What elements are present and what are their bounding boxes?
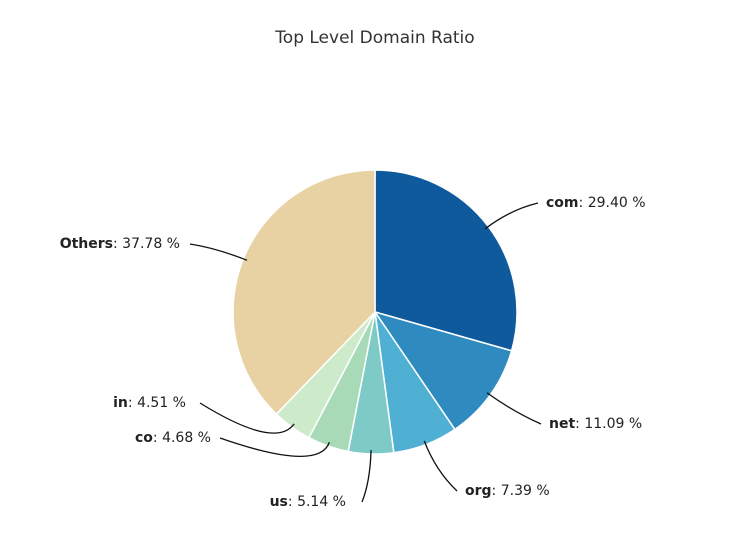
label-name: us: [270, 494, 288, 510]
leader-line: [486, 392, 542, 425]
label-name: Others: [60, 236, 113, 252]
chart-title: Top Level Domain Ratio: [274, 28, 474, 48]
label-separator: :: [288, 494, 297, 510]
slice-label: com: 29.40 %: [546, 195, 646, 211]
label-name: co: [135, 430, 153, 446]
label-value: 4.51 %: [137, 395, 186, 411]
label-value: 7.39 %: [501, 483, 550, 499]
label-value: 11.09 %: [584, 416, 642, 432]
label-value: 37.78 %: [122, 236, 180, 252]
leader-line: [423, 440, 458, 492]
label-separator: :: [575, 416, 584, 432]
leader-line: [189, 243, 248, 261]
label-separator: :: [113, 236, 122, 252]
label-name: in: [113, 395, 128, 411]
label-separator: :: [153, 430, 162, 446]
leader-line: [361, 449, 372, 503]
label-value: 4.68 %: [162, 430, 211, 446]
slice-label: co: 4.68 %: [135, 430, 211, 446]
leader-line: [484, 202, 539, 230]
label-name: com: [546, 195, 579, 211]
label-separator: :: [128, 395, 137, 411]
slice-label: org: 7.39 %: [465, 483, 550, 499]
leader-line: [199, 402, 295, 434]
slice-label: in: 4.51 %: [113, 395, 186, 411]
label-separator: :: [492, 483, 501, 499]
slice-label: Others: 37.78 %: [60, 236, 180, 252]
label-value: 29.40 %: [588, 195, 646, 211]
label-name: org: [465, 483, 492, 499]
label-name: net: [549, 416, 575, 432]
leader-line: [219, 437, 330, 457]
slice-label: net: 11.09 %: [549, 416, 642, 432]
label-separator: :: [579, 195, 588, 211]
slice-label: us: 5.14 %: [270, 494, 346, 510]
label-value: 5.14 %: [297, 494, 346, 510]
